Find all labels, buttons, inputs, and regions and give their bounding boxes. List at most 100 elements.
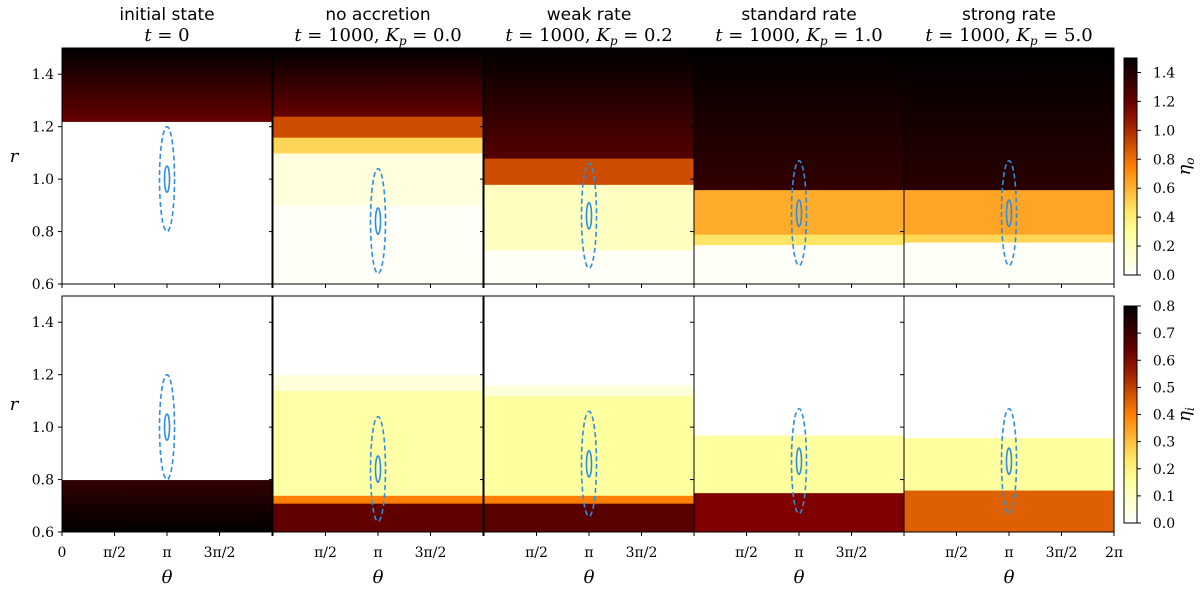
colorbar-tick-label: 0.8 — [1153, 152, 1175, 168]
colorbar-tick-label: 0.8 — [1153, 299, 1175, 315]
y-tick-label: 1.0 — [32, 172, 54, 188]
hill-sphere-ellipse — [790, 407, 808, 515]
panel-title: strong rate — [962, 5, 1056, 25]
heatmap-band — [694, 48, 904, 191]
hill-sphere-ellipse — [1000, 159, 1018, 267]
planet-ellipse — [163, 413, 171, 442]
heatmap-row1-panel5 — [904, 48, 1114, 285]
x-tick-label: 2π — [1105, 545, 1123, 561]
heatmap-row1-panel1 — [62, 48, 272, 285]
y-tick-label: 1.2 — [32, 120, 54, 136]
panel-subtitle: t = 0 — [144, 25, 189, 46]
heatmap-band — [484, 395, 694, 496]
hill-sphere-ellipse — [1000, 407, 1018, 515]
heatmap-band — [273, 152, 483, 206]
heatmap-band — [484, 296, 694, 386]
hill-sphere-ellipse — [580, 162, 598, 270]
x-tick-label: 3π/2 — [836, 545, 868, 561]
heatmap-row2-panel1 — [62, 296, 272, 533]
heatmap-row1-panel3 — [484, 48, 694, 285]
colorbar-tick-label: 1.2 — [1153, 94, 1175, 110]
heatmap-band — [273, 503, 483, 533]
heatmap-band — [62, 48, 272, 122]
x-axis-label: θ — [584, 567, 595, 588]
y-tick-label: 1.2 — [32, 368, 54, 384]
colorbar-tick-label: 0.0 — [1153, 516, 1175, 532]
x-tick-label: 3π/2 — [626, 545, 658, 561]
colorbar-tick-label: 1.4 — [1153, 65, 1175, 81]
x-tick-label: π/2 — [103, 545, 126, 561]
y-axis-label: r — [10, 146, 20, 167]
x-tick-label: 3π/2 — [1046, 545, 1078, 561]
hill-sphere-ellipse — [580, 410, 598, 518]
heatmap-band — [694, 434, 904, 494]
y-tick-label: 0.8 — [32, 473, 54, 489]
heatmap-band — [62, 121, 272, 285]
colorbar-tick-label: 0.5 — [1153, 380, 1175, 396]
colorbar-tick-label: 0.7 — [1153, 326, 1175, 342]
x-tick-label: 3π/2 — [415, 545, 447, 561]
colorbar-tick-label: 0.1 — [1153, 489, 1175, 505]
heatmap-row2-panel2 — [273, 296, 483, 533]
y-axis-label: r — [10, 394, 20, 415]
x-tick-label: 0 — [58, 545, 67, 561]
heatmap-band — [273, 390, 483, 496]
y-tick-label: 0.8 — [32, 225, 54, 241]
heatmap-band — [484, 48, 694, 159]
heatmap-band — [694, 234, 904, 246]
x-tick-label: π/2 — [314, 545, 337, 561]
planet-ellipse — [374, 455, 382, 483]
x-axis-label: θ — [162, 567, 173, 588]
heatmap-band — [484, 503, 694, 533]
heatmap-band — [273, 296, 483, 376]
heatmap-band — [694, 492, 904, 533]
colorbar-label: ηo — [1174, 157, 1197, 175]
colorbar-tick-label: 0.6 — [1153, 181, 1175, 197]
heatmap-band — [62, 479, 272, 533]
heatmap-band — [904, 234, 1114, 243]
planet-ellipse — [585, 449, 593, 478]
x-axis-label: θ — [1004, 567, 1015, 588]
heatmap-band — [904, 48, 1114, 191]
panel-subtitle: t = 1000, Kp = 5.0 — [925, 25, 1092, 48]
heatmap-band — [904, 437, 1114, 491]
colorbar-tick-label: 0.3 — [1153, 435, 1175, 451]
x-tick-label: π/2 — [525, 545, 548, 561]
planet-ellipse — [795, 447, 803, 476]
heatmap-band — [273, 48, 483, 117]
heatmap-band — [484, 385, 694, 397]
colorbar-tick-label: 0.2 — [1153, 239, 1175, 255]
x-axis-label: θ — [373, 567, 384, 588]
heatmap-row1-panel4 — [694, 48, 904, 285]
heatmap-band — [904, 242, 1114, 285]
y-tick-label: 0.6 — [32, 277, 54, 293]
planet-ellipse — [585, 201, 593, 230]
planet-ellipse — [374, 207, 382, 235]
heatmap-band — [273, 137, 483, 154]
hill-sphere-ellipse — [158, 373, 176, 481]
planet-ellipse — [163, 165, 171, 194]
heatmap-band — [694, 189, 904, 235]
x-tick-label: π — [584, 545, 593, 561]
hill-sphere-ellipse — [158, 125, 176, 233]
colorbar-tick-label: 0.2 — [1153, 462, 1175, 478]
y-tick-label: 1.0 — [32, 420, 54, 436]
panel-subtitle: t = 1000, Kp = 0.2 — [505, 25, 672, 48]
x-tick-label: π/2 — [735, 545, 758, 561]
x-axis-label: θ — [794, 567, 805, 588]
hill-sphere-ellipse — [790, 159, 808, 267]
panel-subtitle: t = 1000, Kp = 1.0 — [715, 25, 882, 48]
heatmap-band — [904, 296, 1114, 439]
colorbar-tick-label: 0.4 — [1153, 408, 1175, 424]
heatmap-band — [484, 495, 694, 504]
y-tick-label: 1.4 — [32, 67, 54, 83]
x-tick-label: π — [794, 545, 803, 561]
colorbar-tick-label: 0.0 — [1153, 268, 1175, 284]
y-tick-label: 1.4 — [32, 315, 54, 331]
heatmap-band — [484, 158, 694, 185]
x-tick-label: π — [373, 545, 382, 561]
heatmap-band — [273, 495, 483, 504]
heatmap-band — [484, 184, 694, 251]
colorbar-label: ηi — [1174, 407, 1197, 422]
